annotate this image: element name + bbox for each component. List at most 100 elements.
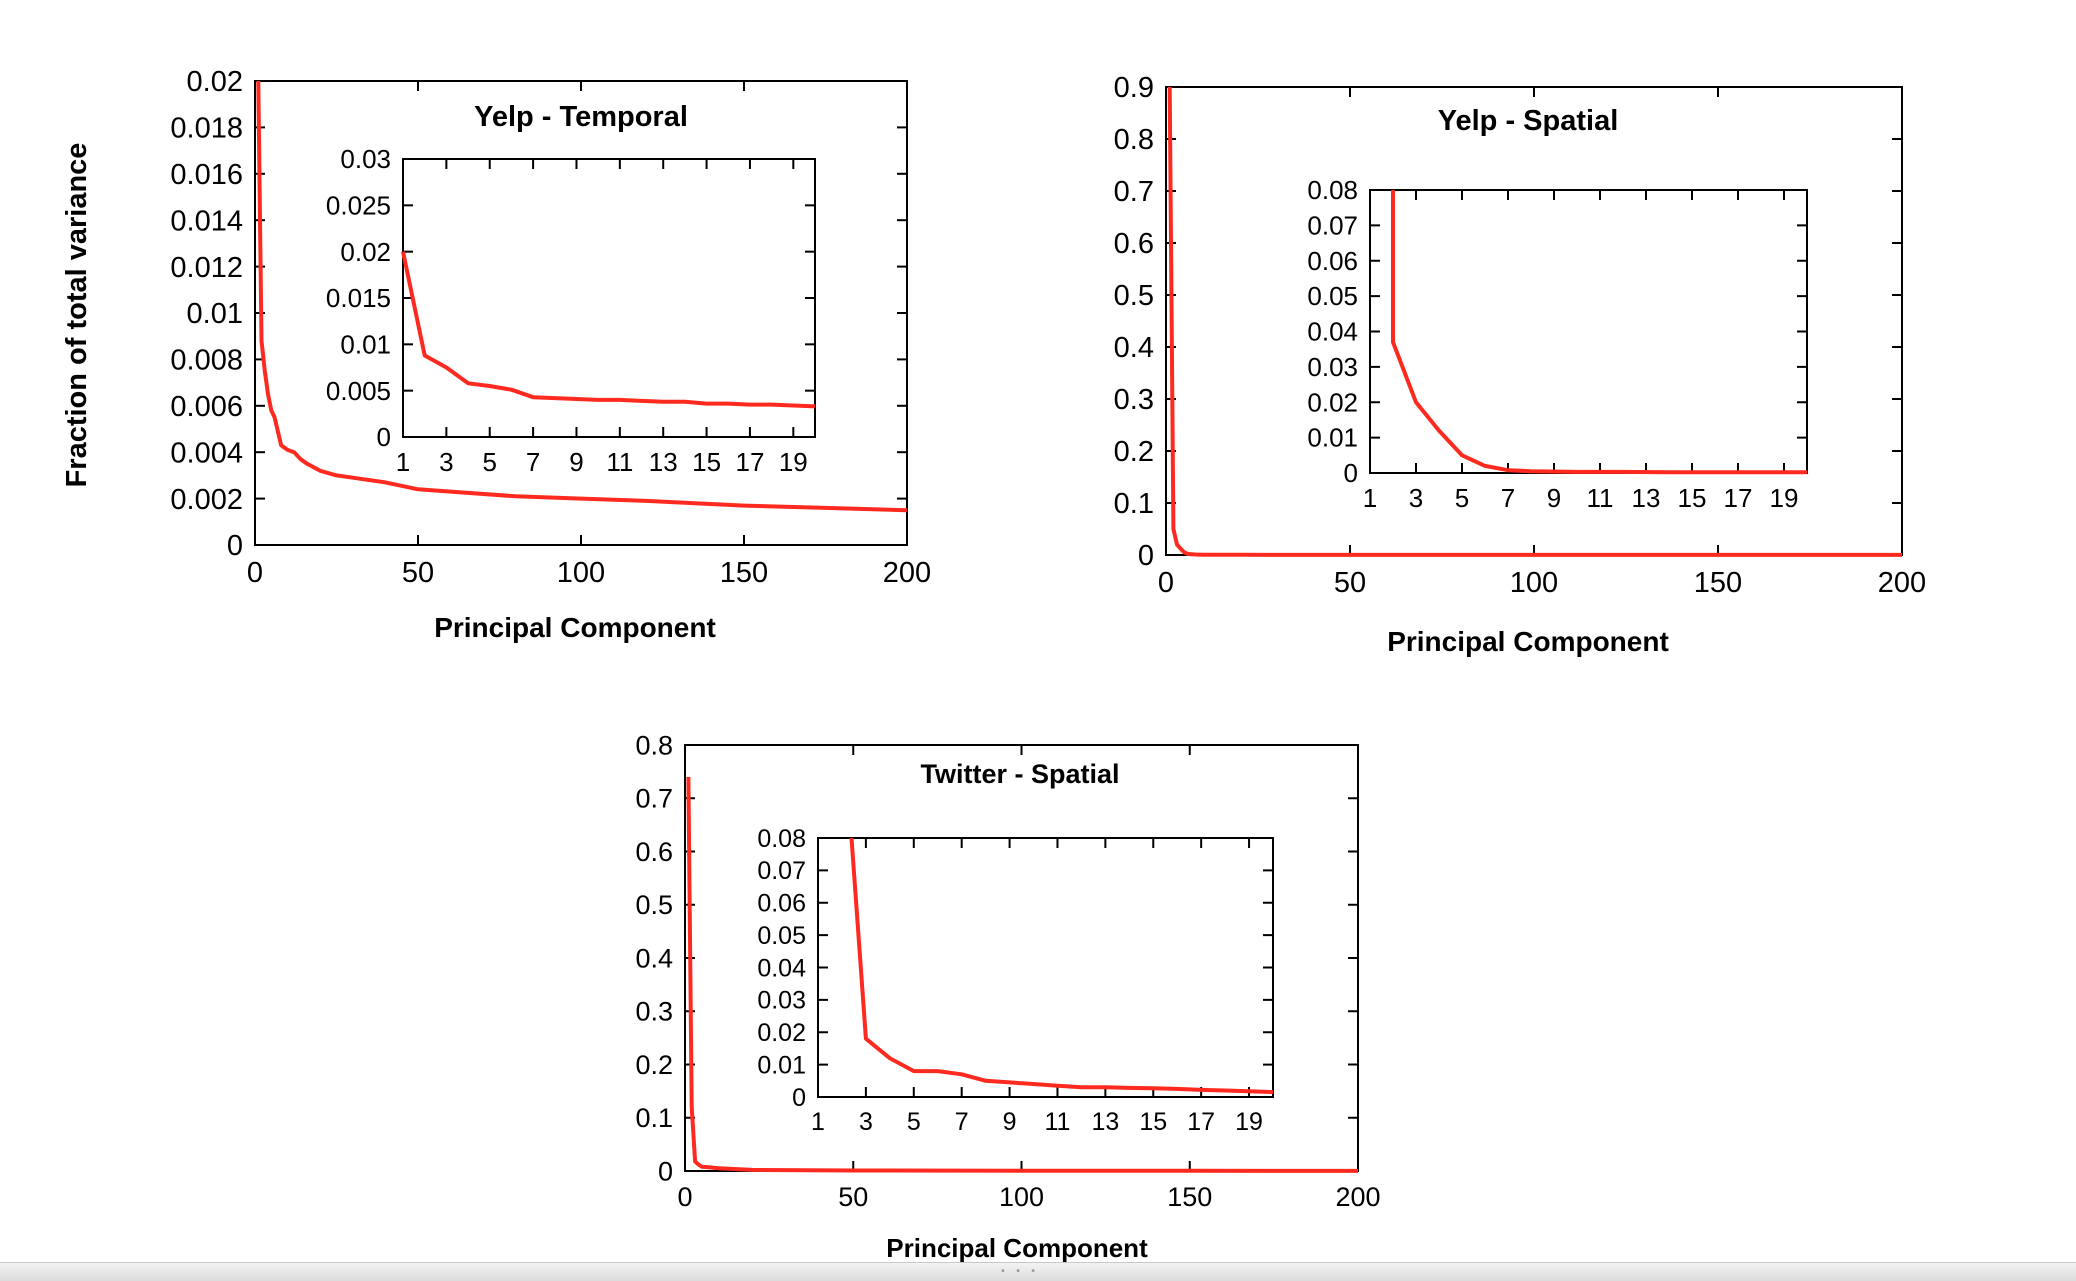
main-axis-xtick-label: 50	[1334, 567, 1366, 599]
main-axis-ytick-label: 0.4	[635, 943, 673, 973]
inset-axis-ytick-label: 0.005	[326, 376, 391, 406]
inset-axis-xtick-label: 9	[1003, 1108, 1017, 1136]
main-axis-xtick-label: 0	[1158, 567, 1174, 599]
main-axis-ytick-label: 0	[1138, 540, 1154, 572]
inset-axis-xtick-label: 13	[1632, 483, 1661, 513]
main-axis-xtick-label: 150	[1694, 567, 1742, 599]
x-axis-label: Principal Component	[886, 1233, 1148, 1263]
main-axis-ytick-label: 0.9	[1114, 72, 1154, 104]
main-axis-ytick-label: 0.3	[635, 997, 673, 1027]
series-line	[1167, 86, 1902, 557]
inset-axis-xtick-label: 3	[859, 1108, 873, 1136]
inset-axis-xtick-label: 11	[1044, 1108, 1070, 1136]
inset-background	[403, 159, 815, 437]
inset-axis-ytick-label: 0.03	[757, 987, 806, 1015]
x-axis-label: Principal Component	[1387, 626, 1669, 657]
main-axis-ytick-label: 0.7	[635, 784, 673, 814]
inset-axis-ytick-label: 0.025	[326, 190, 391, 220]
inset-axis-xtick-label: 19	[779, 447, 808, 477]
inset-axis-xtick-label: 9	[1547, 483, 1561, 513]
main-axis-xtick-label: 200	[1878, 567, 1926, 599]
inset-axis-ytick-label: 0.02	[757, 1019, 806, 1047]
inset-series-line	[401, 251, 816, 409]
main-axis-xtick-label: 200	[883, 557, 931, 589]
inset-series-line	[1391, 190, 1807, 475]
chart-title: Yelp - Temporal	[474, 101, 688, 133]
inset-background	[818, 838, 1273, 1097]
series-line	[256, 80, 908, 513]
main-axis-ytick-label: 0.002	[170, 484, 243, 516]
inset-axis-xtick-label: 15	[1678, 483, 1707, 513]
inset-axis-ytick-label: 0.01	[757, 1051, 806, 1079]
main-axis-ytick-label: 0.2	[635, 1050, 673, 1080]
inset-axis-ytick-label: 0	[377, 422, 391, 452]
inset-axis-xtick-label: 11	[1587, 483, 1614, 513]
inset-axis-ytick-label: 0.01	[1307, 423, 1358, 453]
inset-axis-ytick-label: 0.015	[326, 283, 391, 313]
main-axis-xtick-label: 50	[838, 1182, 868, 1212]
inset-axis-xtick-label: 5	[907, 1108, 921, 1136]
series-line	[686, 776, 1359, 1173]
main-axis-ytick-label: 0.014	[170, 205, 243, 237]
inset-axis-xtick-label: 5	[1455, 483, 1469, 513]
inset-axis-xtick-label: 17	[1187, 1108, 1215, 1136]
main-axis-ytick-label: 0.7	[1114, 176, 1154, 208]
main-axis-ytick-label: 0.5	[635, 890, 673, 920]
main-axis-ytick-label: 0.6	[635, 837, 673, 867]
inset-axis-ytick-label: 0.05	[757, 922, 806, 950]
inset-axis-xtick-label: 3	[439, 447, 453, 477]
main-axis-xtick-label: 150	[720, 557, 768, 589]
inset-axis-xtick-label: 5	[483, 447, 497, 477]
chart-panel-1: 0 0.002 0.004 0.006 0.008 0.01 0.012 0.014 0.016…	[170, 66, 931, 643]
inset-axis-xtick-label: 1	[1363, 483, 1377, 513]
inset-axis-xtick-label: 15	[692, 447, 721, 477]
inset-chart: 00.010.020.030.040.050.060.070.081 3 5 7 9 11…	[757, 825, 1274, 1136]
main-axis-ytick-label: 0.02	[187, 66, 243, 98]
main-axis-ytick-label: 0.01	[187, 298, 243, 330]
resize-handle-icon[interactable]: • • •	[1000, 1266, 1040, 1277]
x-axis-label: Principal Component	[434, 612, 716, 643]
main-axis-ytick-label: 0	[658, 1156, 673, 1186]
main-axis-ytick-label: 0.004	[170, 437, 243, 469]
inset-axis-xtick-label: 17	[1724, 483, 1753, 513]
inset-axis-xtick-label: 19	[1235, 1108, 1263, 1136]
inset-axis-ytick-label: 0	[1344, 458, 1358, 488]
charts-layer: 0 0.002 0.004 0.006 0.008 0.01 0.012 0.014 0.016…	[170, 66, 1926, 1263]
inset-axis-ytick-label: 0.01	[340, 329, 391, 359]
main-axis-ytick-label: 0.4	[1114, 332, 1154, 364]
main-axis-ytick-label: 0.012	[170, 252, 243, 284]
inset-axis-ytick-label: 0.04	[757, 954, 806, 982]
inset-axis-ytick-label: 0.04	[1307, 317, 1358, 347]
inset-background	[1370, 190, 1807, 473]
inset-axis-xtick-label: 7	[955, 1108, 969, 1136]
inset-series-line	[849, 837, 1274, 1095]
inset-axis-xtick-label: 3	[1409, 483, 1423, 513]
main-axis-ytick-label: 0.006	[170, 391, 243, 423]
inset-axis-ytick-label: 0.05	[1307, 281, 1358, 311]
main-axis-ytick-label: 0.5	[1114, 280, 1154, 312]
main-axis-ytick-label: 0.3	[1114, 384, 1154, 416]
inset-axis-xtick-label: 13	[1091, 1108, 1119, 1136]
main-axis-xtick-label: 100	[999, 1182, 1044, 1212]
inset-axis-xtick-label: 11	[606, 447, 633, 477]
main-axis-xtick-label: 0	[247, 557, 263, 589]
inset-axis-ytick-label: 0.08	[757, 825, 806, 853]
main-axis-xtick-label: 0	[677, 1182, 692, 1212]
main-axis-ytick-label: 0.018	[170, 113, 243, 145]
inset-axis-xtick-label: 1	[811, 1108, 825, 1136]
main-axis-xtick-label: 100	[1510, 567, 1558, 599]
inset-axis-ytick-label: 0.07	[757, 857, 806, 885]
inset-axis-ytick-label: 0.02	[340, 237, 391, 267]
chart-title: Yelp - Spatial	[1438, 105, 1619, 137]
inset-axis-ytick-label: 0.07	[1307, 210, 1358, 240]
inset-axis-ytick-label: 0.02	[1307, 387, 1358, 417]
y-axis-label: Fraction of total variance	[61, 143, 93, 488]
inset-axis-ytick-label: 0.03	[340, 144, 391, 174]
main-axis-ytick-label: 0.6	[1114, 228, 1154, 260]
main-axis-xtick-label: 100	[557, 557, 605, 589]
inset-axis-xtick-label: 13	[649, 447, 678, 477]
inset-axis-xtick-label: 9	[569, 447, 583, 477]
inset-axis-xtick-label: 15	[1139, 1108, 1167, 1136]
inset-axis-ytick-label: 0.08	[1307, 175, 1358, 205]
